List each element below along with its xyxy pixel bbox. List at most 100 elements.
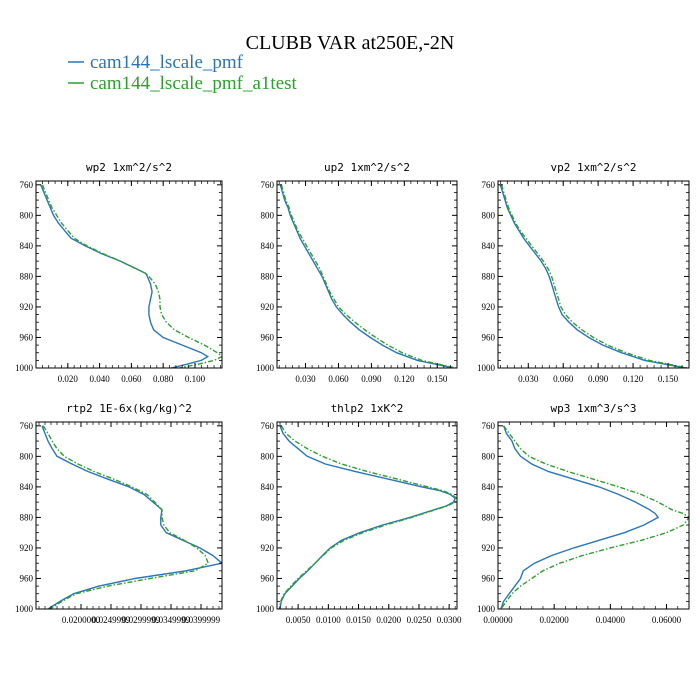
ytick-label: 800 [261, 210, 275, 220]
panel-wp3: wp3 1xm^3/s^3 760 800 840 880 920 960 10000.000… [477, 402, 690, 625]
panel-title-wp2: wp2 1xm^2/s^2 [86, 161, 172, 174]
ytick-label: 760 [20, 421, 34, 431]
ytick-label: 960 [20, 573, 34, 583]
ytick-label: 880 [20, 512, 34, 522]
xtick-label: 0.120 [394, 374, 415, 384]
xtick-label: 0.020 [58, 374, 79, 384]
panel-up2: up2 1xm^2/s^2 760 800 840 880 920 960 1000 0.030… [256, 161, 458, 384]
series-line-rtp2-pmf [41, 425, 222, 609]
plot-frame-rtp2 [35, 421, 223, 610]
xtick-label: 0.04000 [596, 615, 626, 625]
panel-thlp2: thlp2 1xK^2 760 800 840 880 920 960 1000 0.0050 0… [256, 402, 462, 625]
xtick-label: 0.02000 [540, 615, 570, 625]
ytick-label: 880 [261, 512, 275, 522]
ytick-label: 1000 [15, 604, 34, 614]
ytick-label: 880 [20, 271, 34, 281]
legend-label-a1test: cam144_lscale_pmf_a1test [90, 73, 298, 94]
xtick-label: 0.120 [623, 374, 644, 384]
ytick-label: 800 [482, 210, 496, 220]
ytick-label: 920 [482, 302, 496, 312]
series-line-up2-a1test [280, 184, 457, 368]
plot-frame-up2 [276, 180, 458, 369]
panel-rtp2: rtp2 1E-6x(kg/kg)^2 760 800 840 880 920 960 100… [15, 402, 223, 625]
xtick-label: 0.100 [185, 374, 206, 384]
ytick-label: 760 [482, 180, 496, 190]
panel-title-thlp2: thlp2 1xK^2 [331, 402, 404, 415]
series-line-vp2-a1test [500, 184, 688, 368]
plot-frame-thlp2 [276, 421, 458, 610]
series-line-thlp2-pmf [279, 425, 457, 609]
legend-label-pmf: cam144_lscale_pmf [90, 52, 244, 73]
legend: cam144_lscale_pmf cam144_lscale_pmf_a1te… [68, 52, 298, 94]
ytick-label: 760 [482, 421, 496, 431]
ytick-label: 760 [20, 180, 34, 190]
ytick-label: 840 [261, 482, 275, 492]
panel-title-wp3: wp3 1xm^3/s^3 [550, 402, 636, 415]
xtick-label: 0.040 [89, 374, 110, 384]
xtick-label: 0.0249999 [92, 615, 131, 625]
xtick-label: 0.0050 [286, 615, 311, 625]
xtick-label: 0.060 [553, 374, 574, 384]
ytick-label: 960 [482, 332, 496, 342]
panel-title-rtp2: rtp2 1E-6x(kg/kg)^2 [66, 402, 192, 415]
series-line-thlp2-a1test [278, 425, 457, 609]
xtick-label: 0.150 [658, 374, 679, 384]
plot-frame-vp2 [497, 180, 690, 369]
ytick-label: 840 [482, 482, 496, 492]
xtick-label: 0.060 [121, 374, 142, 384]
xtick-label: 0.0300 [437, 615, 462, 625]
ytick-label: 960 [20, 332, 34, 342]
series-line-wp3-pmf [500, 425, 660, 609]
xtick-label: 0.0100 [316, 615, 341, 625]
xtick-label: 0.06000 [652, 615, 682, 625]
panel-title-vp2: vp2 1xm^2/s^2 [550, 161, 636, 174]
ytick-label: 840 [20, 241, 34, 251]
xtick-label: 0.080 [153, 374, 174, 384]
xtick-label: 0.090 [588, 374, 609, 384]
plot-frame-wp3 [497, 421, 690, 610]
ytick-label: 760 [261, 180, 275, 190]
ytick-label: 1000 [256, 604, 275, 614]
series-line-wp3-a1test [500, 425, 689, 609]
ytick-label: 960 [482, 573, 496, 583]
xtick-label: 0.030 [295, 374, 316, 384]
ytick-label: 880 [482, 271, 496, 281]
plot-frame-wp2 [35, 180, 223, 369]
xtick-label: 0.0200000 [62, 615, 101, 625]
panel-vp2: vp2 1xm^2/s^2 760 800 840 880 920 960 1000 0.030… [477, 161, 690, 384]
ytick-label: 920 [482, 543, 496, 553]
ytick-label: 840 [261, 241, 275, 251]
ytick-label: 840 [20, 482, 34, 492]
ytick-label: 920 [261, 302, 275, 312]
ytick-label: 960 [261, 332, 275, 342]
ytick-label: 1000 [256, 363, 275, 373]
figure-title: CLUBB VAR at250E,-2N [246, 32, 455, 54]
series-line-rtp2-a1test [42, 425, 210, 609]
xtick-label: 0.150 [427, 374, 448, 384]
ytick-label: 920 [20, 543, 34, 553]
xtick-label: 0.00000 [483, 615, 513, 625]
ytick-label: 960 [261, 573, 275, 583]
ytick-label: 1000 [477, 363, 496, 373]
ytick-label: 800 [20, 210, 34, 220]
ytick-label: 880 [482, 512, 496, 522]
series-line-vp2-pmf [499, 184, 686, 368]
ytick-label: 800 [261, 451, 275, 461]
ytick-label: 1000 [15, 363, 34, 373]
series-line-wp2-pmf [40, 184, 210, 368]
ytick-label: 760 [261, 421, 275, 431]
ytick-label: 920 [20, 302, 34, 312]
xtick-label: 0.060 [328, 374, 349, 384]
panel-wp2: wp2 1xm^2/s^2 760 800 840 880 920 960 1000 0.020… [15, 161, 223, 384]
ytick-label: 800 [20, 451, 34, 461]
xtick-label: 0.090 [361, 374, 382, 384]
ytick-label: 800 [482, 451, 496, 461]
xtick-label: 0.0399999 [182, 615, 221, 625]
ytick-label: 840 [482, 241, 496, 251]
xtick-label: 0.0150 [346, 615, 371, 625]
xtick-label: 0.0349999 [152, 615, 191, 625]
ytick-label: 1000 [477, 604, 496, 614]
panel-title-up2: up2 1xm^2/s^2 [324, 161, 410, 174]
xtick-label: 0.030 [518, 374, 539, 384]
